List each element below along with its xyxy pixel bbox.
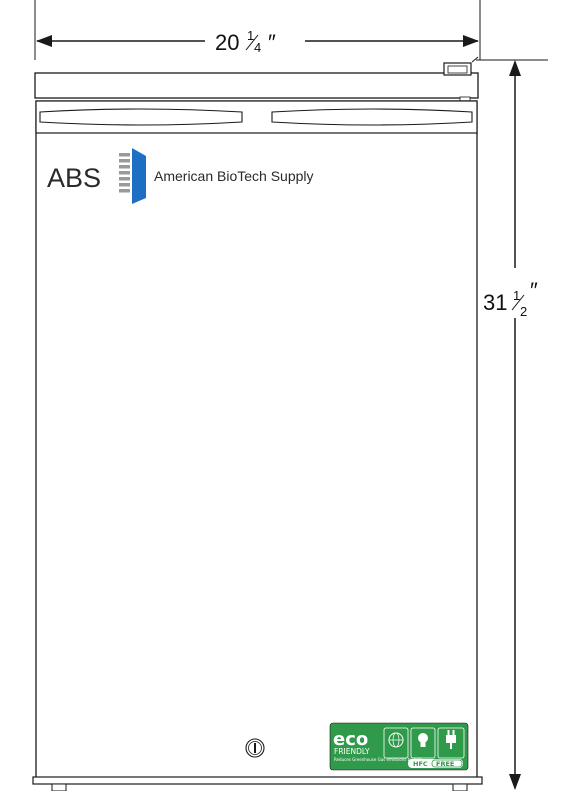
logo-abbr: ABS — [47, 163, 101, 193]
cabinet-top — [34, 56, 479, 103]
eco-friendly-badge: eco FRIENDLY Reduces Greenhouse Gas emis… — [329, 722, 469, 771]
base-plinth — [32, 776, 483, 785]
height-fraction-bar — [511, 294, 525, 311]
eco-title: eco — [333, 729, 368, 750]
height-value: 31 — [483, 290, 507, 315]
door-outline — [35, 100, 478, 781]
width-dimension: 20 1 4 ″ — [34, 0, 481, 60]
hinge-pin — [471, 56, 479, 63]
handle-right — [271, 108, 473, 126]
width-arrow-left — [36, 35, 52, 47]
height-dimension: 31 1 2 ″ — [476, 59, 548, 790]
width-unit: ″ — [268, 30, 276, 55]
logo-stripes-icon — [119, 148, 146, 204]
width-arrow-right — [463, 35, 479, 47]
cabinet-base — [32, 776, 483, 791]
eco-subtitle: FRIENDLY — [334, 747, 370, 756]
door — [35, 100, 478, 781]
free-outline — [431, 759, 463, 768]
width-fraction-num: 1 — [247, 28, 254, 43]
logo-name: American BioTech Supply — [154, 168, 314, 184]
height-arrow-bottom — [509, 774, 521, 790]
brand-logo: ABS American BioTech Supply — [47, 148, 314, 204]
top-panel — [34, 72, 479, 99]
handle-left — [39, 108, 243, 126]
width-fraction-den: 4 — [254, 40, 261, 55]
plug-icon — [437, 727, 465, 759]
height-arrow-top — [509, 60, 521, 76]
eco-hfc: HFC — [413, 760, 428, 768]
height-fraction-den: 2 — [520, 304, 527, 319]
lock-icon — [245, 738, 265, 758]
hinge-inner — [447, 65, 468, 74]
hfc-free-pill — [408, 759, 463, 768]
eco-free: FREE — [436, 760, 454, 768]
lightbulb-icon — [410, 727, 436, 759]
foot-right — [452, 783, 468, 791]
foot-left — [51, 783, 67, 791]
height-unit: ″ — [530, 278, 538, 303]
height-fraction-num: 1 — [513, 288, 520, 303]
width-value: 20 — [215, 30, 239, 55]
globe-icon — [383, 727, 409, 759]
width-fraction-bar — [245, 34, 259, 51]
eco-note: Reduces Greenhouse Gas emissions by 50% — [334, 757, 423, 762]
